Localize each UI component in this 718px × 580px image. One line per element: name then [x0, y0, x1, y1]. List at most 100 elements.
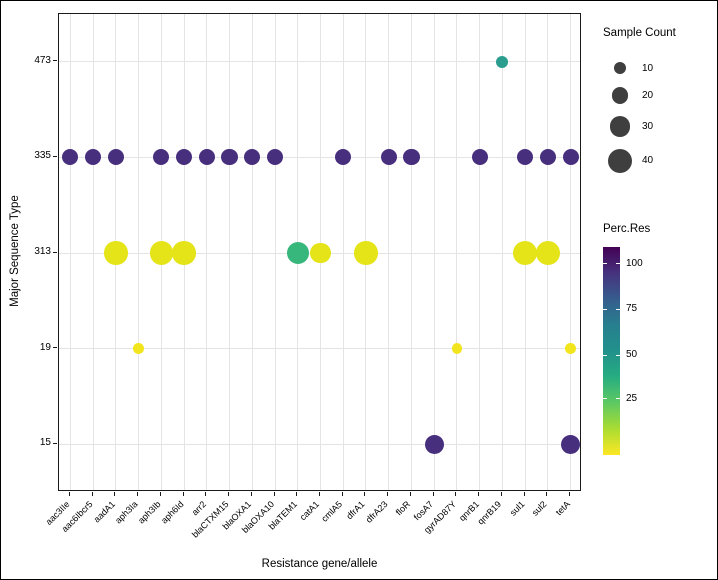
data-point-tetA-ST335 [562, 149, 579, 166]
colorbar-tick-mark [603, 354, 607, 356]
data-point-cmlA5-ST335 [335, 149, 352, 166]
data-point-fosA7-ST15 [424, 434, 444, 454]
data-point-gyrAD87Y-ST19 [451, 343, 463, 354]
y-tick [53, 155, 57, 157]
data-point-blaCTXM15-ST335 [221, 149, 238, 166]
size-legend-swatch-box [603, 87, 637, 104]
data-point-aadA1-ST335 [107, 149, 124, 166]
size-legend-circle [611, 87, 629, 104]
data-point-aadA1-ST313 [104, 241, 128, 265]
size-legend-swatch-box [603, 115, 637, 137]
x-tick [114, 492, 116, 496]
x-tick-label: aph3Ia [113, 499, 140, 526]
data-point-blaOXA10-ST335 [266, 149, 284, 166]
x-tick [523, 492, 525, 496]
gridline-x [229, 14, 231, 490]
y-tick-label: 335 [34, 150, 51, 162]
colorbar-tick-mark [603, 308, 607, 310]
data-point-dfrA1-ST313 [354, 241, 378, 265]
data-point-tetA-ST15 [561, 434, 581, 454]
size-legend-swatch-box [603, 61, 637, 74]
x-tick [296, 492, 298, 496]
x-axis-title: Resistance gene/allele [261, 558, 378, 570]
gridline-x [479, 14, 481, 490]
gridline-x [274, 14, 276, 490]
data-point-qnrB1-ST335 [471, 149, 488, 166]
gridline-x [433, 14, 435, 490]
x-tick [205, 492, 207, 496]
x-tick-label: aph3Ib [135, 499, 163, 526]
y-tick-label: 19 [39, 341, 51, 353]
y-tick-label: 15 [39, 437, 51, 449]
x-tick [91, 492, 93, 496]
size-legend-label: 10 [642, 62, 654, 74]
x-tick [569, 492, 571, 496]
x-tick-label: floR [394, 499, 413, 518]
color-legend-title: Perc.Res [603, 223, 651, 235]
data-point-dfrA23-ST335 [380, 149, 397, 166]
x-tick [137, 492, 139, 496]
data-point-blaTEM1-ST313 [286, 241, 309, 265]
data-point-blaOXA1-ST335 [244, 149, 261, 166]
plot-panel [58, 13, 581, 491]
size-legend-key: 20 [603, 81, 676, 110]
x-tick-label: cmlA5 [319, 499, 345, 524]
x-tick [409, 492, 411, 496]
data-point-tetA-ST19 [565, 343, 576, 354]
x-tick-label: aadA1 [91, 499, 117, 525]
colorbar-tick-label: 25 [626, 392, 638, 404]
colorbar-gradient [603, 247, 620, 455]
x-tick [341, 492, 343, 496]
colorbar-tick-label: 100 [626, 257, 643, 269]
gridline-y [59, 61, 580, 63]
x-tick [387, 492, 389, 496]
x-tick [364, 492, 366, 496]
x-tick [319, 492, 320, 496]
x-tick-label: aph6Id [158, 499, 186, 526]
x-tick [478, 492, 480, 496]
data-point-arr2-ST335 [198, 149, 215, 166]
color-legend: Perc.Res 100 75 50 25 [603, 223, 663, 455]
size-legend-label: 20 [642, 89, 654, 101]
data-point-aph6Id-ST335 [176, 149, 193, 166]
size-legend-circle [613, 61, 626, 74]
gridline-y [59, 156, 580, 158]
x-tick [273, 492, 275, 496]
gridline-x [501, 14, 503, 490]
colorbar: 100 75 50 25 [603, 247, 663, 455]
gridline-x [138, 14, 140, 490]
gridline-x [410, 14, 412, 490]
size-legend-swatch-box [603, 148, 637, 173]
y-tick [53, 251, 57, 253]
gridline-x [342, 14, 344, 490]
size-legend-key: 40 [603, 143, 676, 179]
data-point-floR-ST335 [403, 149, 420, 166]
colorbar-tick-mark [616, 354, 620, 356]
data-point-sul1-ST313 [512, 240, 538, 266]
data-point-aac3IIe-ST335 [62, 149, 79, 166]
size-legend-key: 10 [603, 55, 676, 81]
data-point-aph6Id-ST313 [172, 241, 196, 265]
x-tick [546, 492, 548, 496]
y-tick [53, 347, 57, 349]
data-point-sul2-ST335 [539, 149, 556, 166]
x-tick [432, 492, 434, 496]
y-tick [53, 442, 57, 444]
size-legend: Sample Count 10 20 30 40 [603, 27, 676, 179]
data-point-aph3Ib-ST313 [149, 241, 174, 265]
size-legend-title: Sample Count [603, 27, 676, 39]
x-tick [159, 492, 161, 496]
gridline-x [206, 14, 208, 490]
x-tick [500, 492, 502, 496]
data-point-aac6Ibcr5-ST335 [85, 149, 102, 166]
x-tick-label: arr2 [189, 499, 208, 518]
gridline-x [388, 14, 390, 490]
colorbar-tick-mark [603, 263, 607, 265]
colorbar-tick-label: 50 [626, 349, 638, 361]
size-legend-circle [607, 148, 633, 173]
size-legend-label: 30 [642, 120, 654, 132]
data-point-qnrB19-ST473 [496, 55, 509, 68]
gridline-y [59, 348, 580, 350]
x-tick-label: qnrB19 [475, 499, 504, 527]
y-tick-label: 473 [34, 54, 51, 66]
